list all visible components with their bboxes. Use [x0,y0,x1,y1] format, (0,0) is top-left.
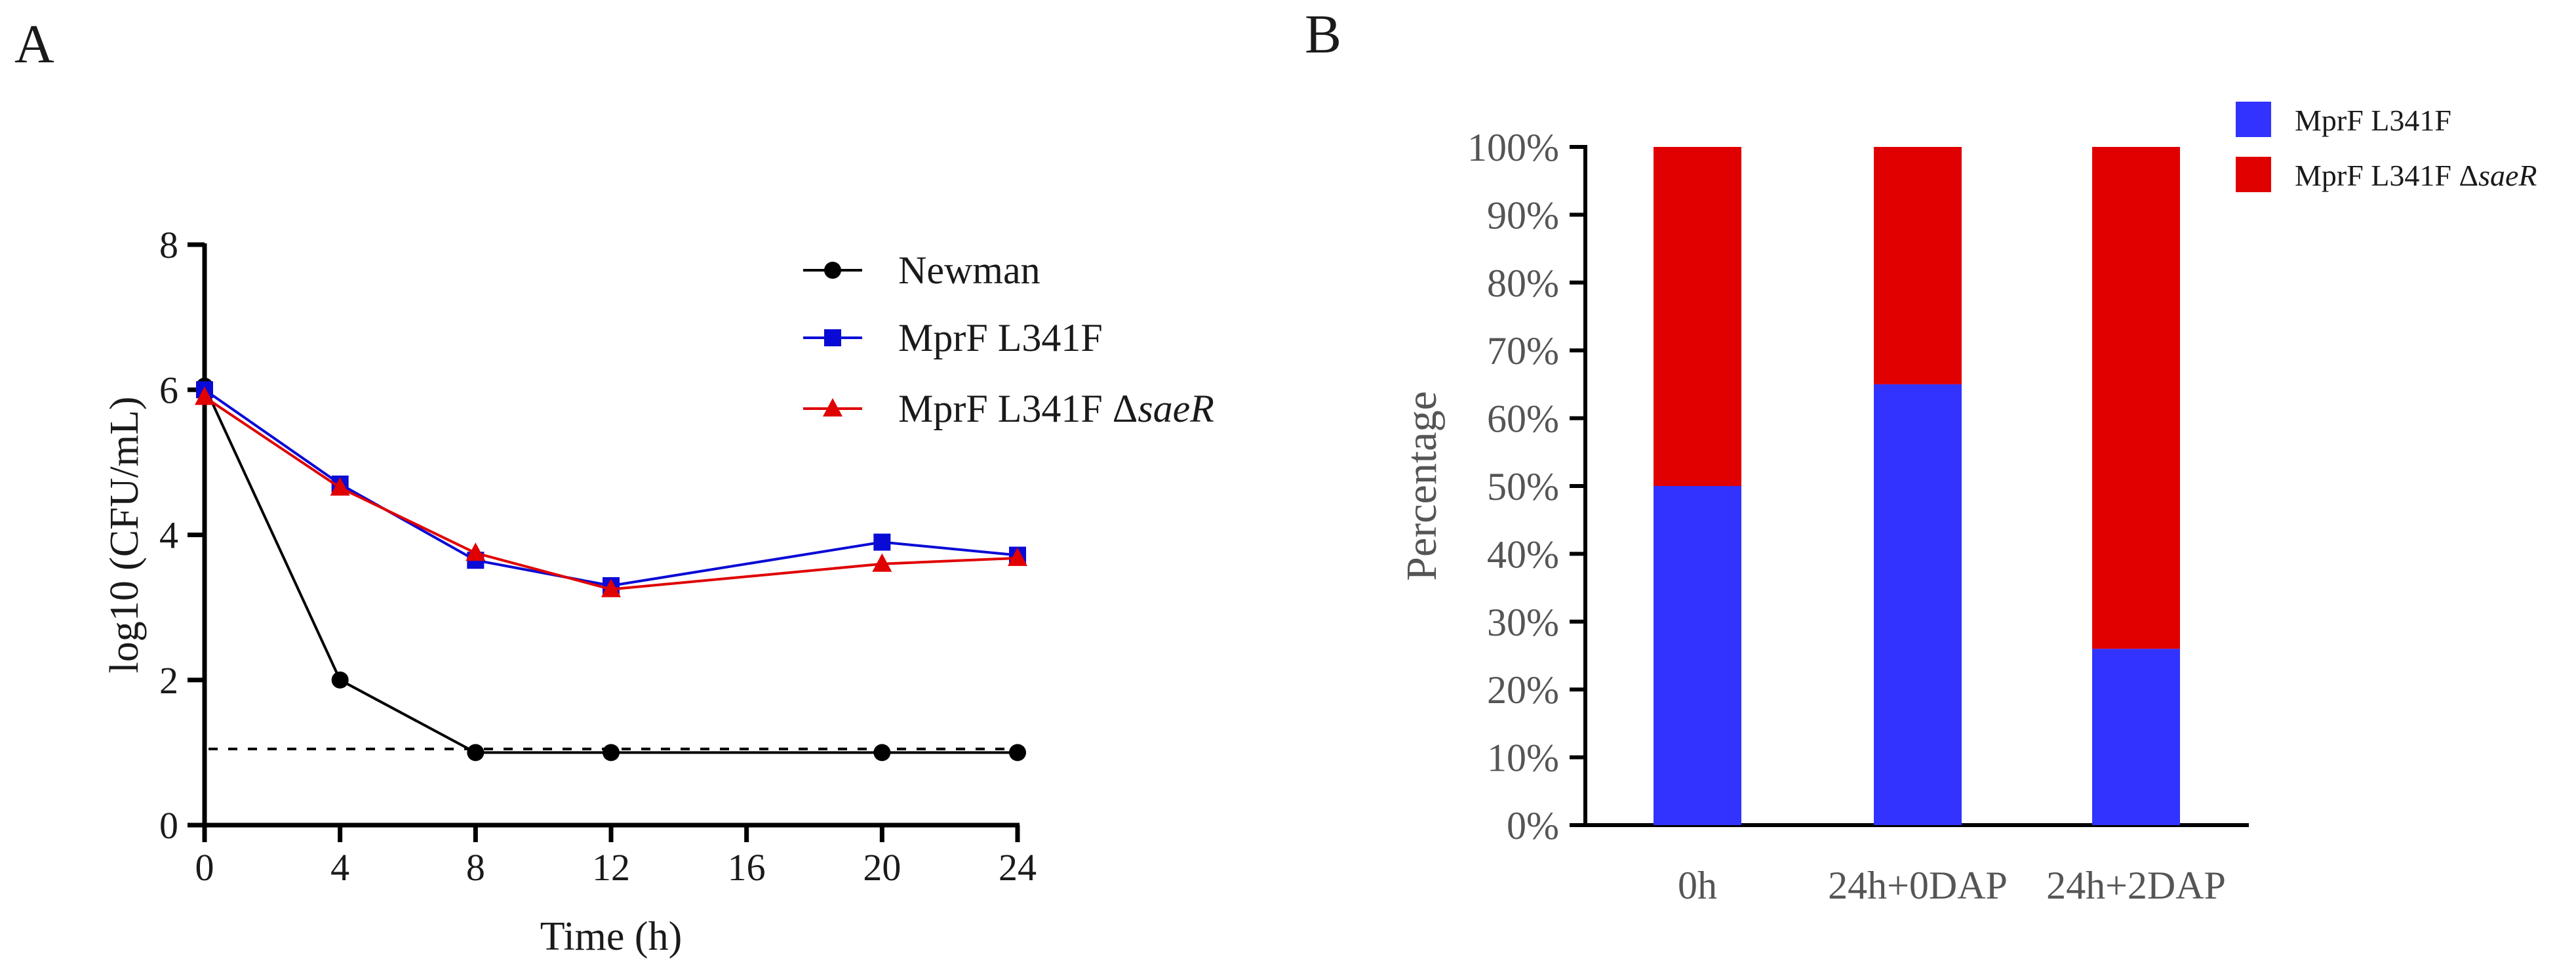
legend-label-1: MprF L341F [898,316,1103,359]
x-tick-label-a: 4 [330,846,349,889]
legend-label-text: MprF L341F [898,316,1103,359]
legend-label-text: MprF L341F Δ [2295,159,2478,192]
x-tick-label-a: 20 [863,846,901,889]
x-tick-label-a: 16 [728,846,766,889]
legend-swatch-b-1 [2236,157,2271,192]
data-point-2 [872,553,892,572]
x-tick-label-a: 8 [466,846,485,889]
data-point-1 [873,533,891,551]
legend-marker-1 [824,329,841,346]
bar-segment-1 [1654,147,1741,486]
data-point-0 [1009,744,1026,761]
y-tick-label-a: 4 [159,514,178,557]
y-tick-label-a: 6 [159,369,178,411]
legend-label-b-1: MprF L341F ΔsaeR [2295,159,2537,192]
legend-swatch-b-0 [2236,102,2271,137]
bar-segment-1 [2092,147,2180,649]
panel-a-label: A [14,14,54,75]
y-tick-label-b: 20% [1487,668,1559,712]
data-point-2 [195,386,214,405]
legend-marker-0 [824,262,841,279]
bar-segment-0 [1654,486,1741,825]
x-tick-label-a: 24 [999,846,1037,889]
legend-label-2: MprF L341F ΔsaeR [898,387,1214,430]
data-point-0 [331,671,349,689]
x-tick-label-a: 12 [592,846,630,889]
bar-segment-1 [1874,147,1962,384]
legend-label-0: Newman [898,249,1040,292]
y-tick-label-b: 80% [1487,262,1559,305]
y-tick-label-b: 10% [1487,737,1559,780]
y-tick-label-b: 30% [1487,601,1559,644]
x-tick-label-b: 24h+2DAP [2046,864,2226,907]
bar-segment-0 [2092,649,2180,825]
data-point-2 [601,578,621,598]
y-axis-label-b: Percentage [1398,391,1446,581]
legend-label-suffix: saeR [2478,159,2537,192]
x-axis-label-a: Time (h) [540,914,682,959]
series-line-1 [203,388,1018,587]
y-tick-label-b: 70% [1487,329,1559,373]
legend-label-suffix: saeR [1138,387,1214,430]
y-axis-label-a: log10 (CFU/mL) [102,397,147,674]
y-tick-label-b: 60% [1487,397,1559,441]
y-tick-label-b: 40% [1487,533,1559,576]
y-tick-label-a: 2 [159,659,178,702]
y-tick-label-b: 0% [1507,804,1559,847]
y-tick-label-b: 90% [1487,193,1559,237]
x-tick-label-a: 0 [195,846,214,889]
data-point-2 [1008,547,1027,566]
chart-b-stacked-bar: 0% 10% 20% 30% 40% 50% 60% 70% 80% 90% 100% Percent… [1398,102,2537,907]
series-line-2 [203,396,1018,591]
legend-label-b-0: MprF L341F [2295,104,2451,137]
data-point-2 [466,542,486,561]
legend-label-text: MprF L341F [2295,104,2451,137]
data-point-0 [603,744,620,761]
legend-label-text: MprF L341F Δ [898,387,1138,430]
data-point-2 [330,477,350,496]
y-tick-label-a: 0 [159,804,178,847]
legend-label-text: Newman [898,249,1040,292]
legend-marker-2 [823,398,842,416]
data-point-0 [873,744,891,761]
bar-segment-0 [1874,384,1962,825]
panel-b-label: B [1305,4,1341,65]
data-point-0 [467,744,485,761]
x-tick-label-b: 24h+0DAP [1828,864,2008,907]
y-tick-label-b: 50% [1487,465,1559,508]
series-line-0 [203,385,1018,754]
y-tick-label-b: 100% [1467,126,1559,169]
x-tick-label-b: 0h [1678,864,1717,907]
y-tick-label-a: 8 [159,224,178,266]
